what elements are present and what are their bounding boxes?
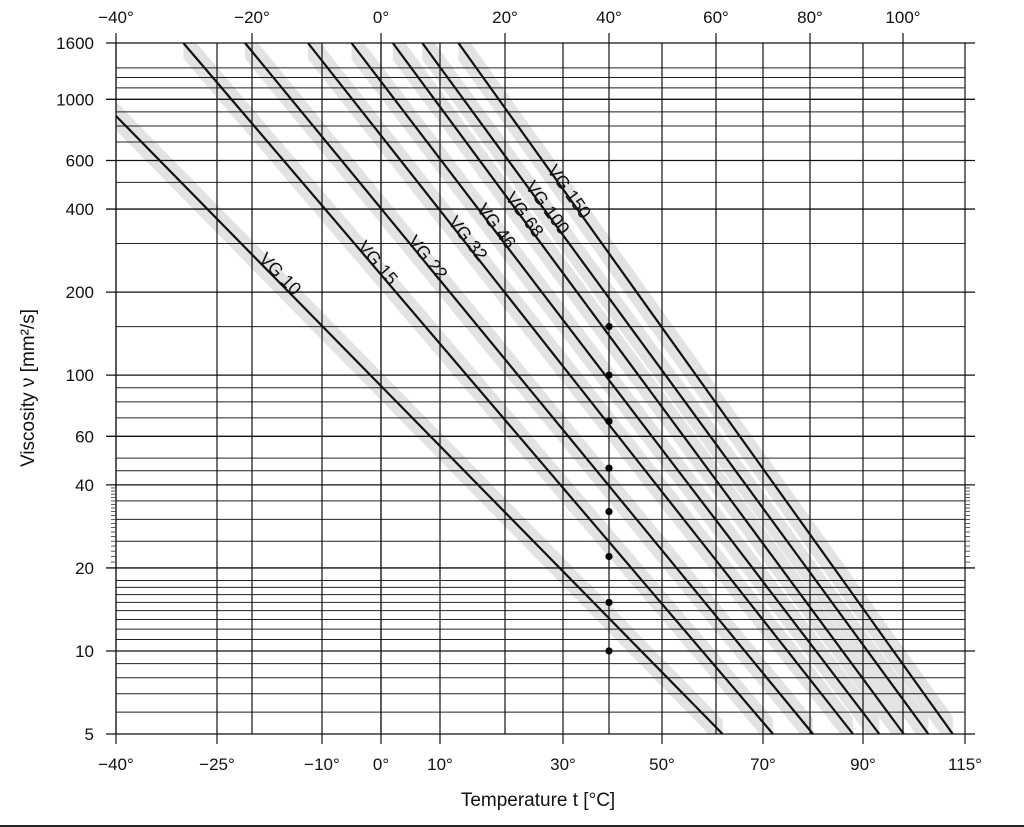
x-tick-label-top: 20°	[492, 8, 518, 27]
x-tick-label-top: 0°	[373, 8, 389, 27]
line-vg-100	[421, 42, 930, 735]
point-40c-100	[605, 371, 613, 379]
y-tick-label: 20	[75, 559, 94, 578]
y-tick-label: 600	[66, 151, 94, 170]
grade-lines	[115, 42, 954, 735]
line-vg-10	[115, 115, 724, 735]
x-tick-label-bottom: 50°	[649, 755, 675, 774]
x-tick-label-bottom: 10°	[427, 755, 453, 774]
x-tick-label-bottom: 0°	[373, 755, 389, 774]
y-tick-label: 10	[75, 642, 94, 661]
y-tick-label: 400	[66, 200, 94, 219]
y-tick-label: 1000	[56, 90, 94, 109]
line-vg-22	[244, 42, 814, 735]
x-tick-label-bottom: 90°	[850, 755, 876, 774]
y-tick-label: 100	[66, 366, 94, 385]
x-axis-title: Temperature t [°C]	[461, 790, 615, 811]
x-tick-label-bottom: 30°	[550, 755, 576, 774]
x-tick-label-bottom: 70°	[750, 755, 776, 774]
tolerance-bands	[116, 43, 953, 734]
x-tick-label-top: −40°	[98, 8, 134, 27]
x-tick-label-top: 100°	[885, 8, 920, 27]
line-vg-46	[350, 42, 881, 735]
line-vg-32	[307, 42, 854, 735]
y-tick-label: 40	[75, 476, 94, 495]
x-tick-label-top: −20°	[234, 8, 270, 27]
bottom-rule	[0, 825, 1024, 827]
point-40c-15	[605, 598, 613, 606]
line-vg-15	[182, 42, 774, 735]
y-tick-label: 5	[85, 725, 94, 744]
line-vg-150	[457, 42, 954, 735]
x-tick-label-top: 80°	[797, 8, 823, 27]
x-tick-label-bottom: −10°	[304, 755, 340, 774]
x-tick-label-top: 40°	[596, 8, 622, 27]
y-axis-title: Viscosity ν [mm²/s]	[18, 309, 39, 467]
point-40c-68	[605, 417, 613, 425]
point-40c-22	[605, 552, 613, 561]
reference-points	[605, 322, 613, 655]
point-40c-32	[605, 508, 613, 516]
y-tick-label: 200	[66, 283, 94, 302]
x-tick-label-bottom: −40°	[98, 755, 134, 774]
x-tick-label-bottom: 115°	[948, 755, 982, 774]
x-tick-label-top: 60°	[703, 8, 729, 27]
line-vg-68	[391, 42, 905, 735]
y-tick-label: 1600	[56, 34, 94, 53]
y-tick-label: 60	[75, 427, 94, 446]
point-40c-10	[605, 647, 613, 655]
point-40c-46	[605, 464, 613, 472]
x-tick-label-bottom: −25°	[199, 755, 235, 774]
point-40c-150	[605, 322, 613, 331]
grid	[106, 33, 975, 744]
